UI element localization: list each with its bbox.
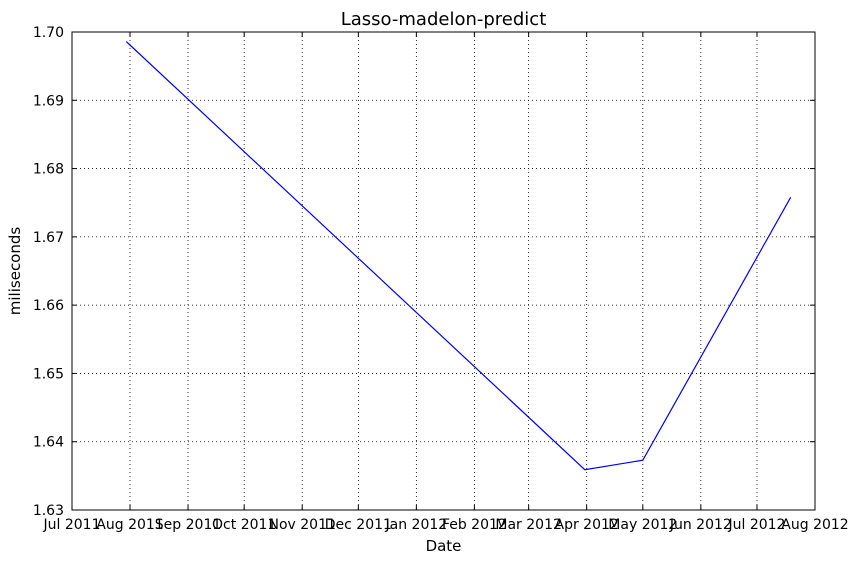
series-layer — [125, 41, 792, 471]
y-tick-label: 1.69 — [33, 93, 64, 109]
y-tick-label: 1.67 — [33, 230, 64, 246]
x-tick-label: Apr 2012 — [555, 517, 619, 533]
x-tick-label: May 2012 — [608, 517, 677, 533]
y-tick-label: 1.63 — [33, 503, 64, 519]
y-axis-label: miliseconds — [6, 227, 24, 316]
series-line — [125, 41, 792, 471]
x-tick-label: Mar 2012 — [495, 517, 562, 533]
x-axis-label: Date — [426, 537, 462, 555]
plot-area-frame — [71, 31, 816, 511]
y-tick-labels: 1.63 1.64 1.65 1.66 1.67 1.68 1.69 1.70 — [33, 25, 64, 519]
y-tick-label: 1.66 — [33, 298, 64, 314]
x-tick-label: Jul 2011 — [43, 517, 101, 533]
x-tick-label: Jan 2012 — [385, 517, 448, 533]
y-tick-label: 1.68 — [33, 162, 64, 178]
y-tick-label: 1.65 — [33, 366, 64, 382]
chart-title: Lasso-madelon-predict — [341, 9, 547, 30]
x-tick-label: Nov 2011 — [268, 517, 335, 533]
x-tick-label: Jun 2012 — [669, 517, 732, 533]
x-tick-label: Dec 2011 — [325, 517, 392, 533]
x-tick-label: Jul 2012 — [727, 517, 785, 533]
x-tick-label: Feb 2012 — [442, 517, 507, 533]
x-tick-label: Sep 2011 — [155, 517, 221, 533]
y-tick-label: 1.70 — [33, 25, 64, 41]
x-tick-label: Aug 2012 — [781, 517, 848, 533]
y-tick-label: 1.64 — [33, 435, 64, 451]
x-tick-label: Aug 2011 — [96, 517, 163, 533]
x-tick-label: Oct 2011 — [212, 517, 276, 533]
tick-marks — [71, 31, 816, 511]
